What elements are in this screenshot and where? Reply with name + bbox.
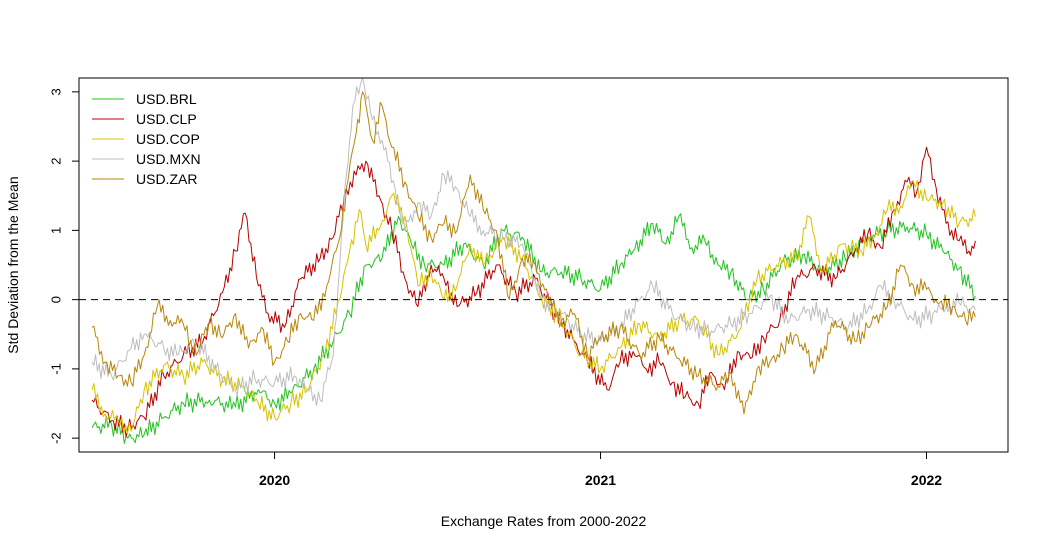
series-layer bbox=[91, 78, 976, 444]
series-line-usd-cop bbox=[91, 180, 976, 435]
x-axis: 2020 2021 2022 bbox=[259, 451, 942, 488]
series-line-usd-clp bbox=[91, 146, 976, 438]
legend-label: USD.MXN bbox=[136, 151, 201, 167]
x-tick-label: 2020 bbox=[259, 472, 290, 488]
x-axis-title: Exchange Rates from 2000-2022 bbox=[441, 513, 647, 529]
legend-label: USD.CLP bbox=[136, 111, 197, 127]
legend: USD.BRL USD.CLP USD.COP USD.MXN USD.ZAR bbox=[92, 91, 201, 187]
y-axis: -2 -1 0 1 2 3 bbox=[48, 88, 80, 444]
y-axis-title: Std Deviation from the Mean bbox=[5, 176, 21, 353]
legend-label: USD.ZAR bbox=[136, 171, 197, 187]
legend-label: USD.BRL bbox=[136, 91, 197, 107]
x-tick-label: 2021 bbox=[585, 472, 616, 488]
x-tick-label: 2022 bbox=[911, 472, 942, 488]
y-tick-label: 0 bbox=[48, 296, 63, 303]
y-tick-label: 3 bbox=[48, 88, 63, 95]
y-tick-label: 2 bbox=[48, 157, 63, 164]
series-line-usd-brl bbox=[91, 213, 976, 444]
y-tick-label: -2 bbox=[48, 432, 63, 444]
legend-label: USD.COP bbox=[136, 131, 200, 147]
y-tick-label: 1 bbox=[48, 227, 63, 234]
series-line-usd-zar bbox=[91, 91, 976, 415]
y-tick-label: -1 bbox=[48, 363, 63, 375]
series-line-usd-mxn bbox=[91, 78, 976, 407]
